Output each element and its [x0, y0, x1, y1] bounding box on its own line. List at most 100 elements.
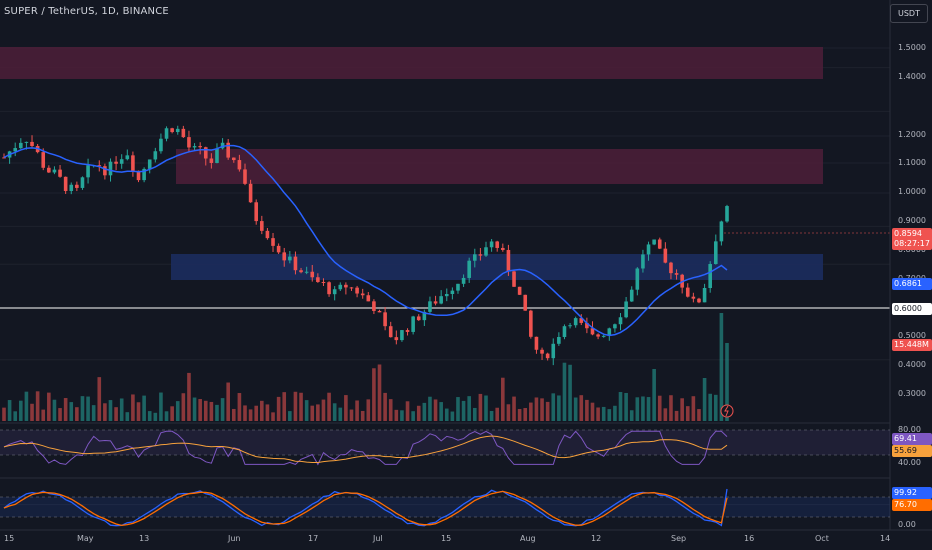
candle-body — [585, 322, 589, 329]
currency-button[interactable]: USDT — [890, 4, 928, 23]
volume-bar — [142, 395, 146, 421]
candle-body — [108, 161, 113, 176]
candle-body — [534, 336, 539, 350]
candle-body — [80, 177, 85, 188]
candle-body — [400, 330, 404, 341]
candle-body — [344, 284, 348, 288]
volume-bar — [69, 402, 74, 421]
candle-body — [501, 247, 505, 250]
volume-bar — [349, 409, 354, 421]
candle-body — [41, 152, 46, 168]
candle-body — [86, 165, 90, 178]
candle-body — [568, 325, 572, 327]
volume-bar — [472, 407, 477, 421]
candle-body — [691, 296, 696, 299]
volume-bar — [713, 394, 718, 421]
candle-body — [388, 326, 393, 338]
candle-body — [293, 256, 298, 271]
volume-bar — [596, 407, 600, 421]
volume-bar — [52, 399, 57, 421]
candle-body — [349, 287, 354, 289]
time-label: 17 — [308, 534, 319, 543]
candle-body — [147, 159, 152, 169]
candle-body — [422, 311, 427, 321]
candle-body — [366, 295, 371, 302]
candle-body — [601, 335, 606, 337]
volume-bar — [97, 377, 102, 421]
candle-body — [164, 128, 169, 139]
candle-body — [394, 337, 399, 341]
time-label: 15 — [4, 534, 15, 543]
rsi-ma-badge: 55.69 — [892, 445, 932, 457]
symbol-title[interactable]: SUPER / TetherUS, 1D, BINANCE — [4, 6, 169, 17]
volume-bar — [108, 400, 113, 421]
candle-body — [136, 170, 141, 181]
candle-body — [372, 301, 376, 311]
stoch-tick-0: 0.00 — [898, 520, 916, 529]
volume-bar — [484, 395, 488, 421]
volume-bar — [220, 398, 225, 421]
stoch-d-badge: 76.70 — [892, 499, 932, 511]
volume-bar — [719, 313, 724, 421]
candle-body — [63, 176, 68, 192]
candle-body — [254, 202, 259, 222]
candle-body — [450, 290, 455, 294]
price-tick: 0.9000 — [898, 216, 926, 225]
candle-body — [316, 277, 320, 282]
price-tick: 0.5000 — [898, 331, 926, 340]
candle-body — [142, 168, 146, 181]
volume-bar — [428, 396, 432, 421]
moving-average-line — [3, 144, 728, 337]
volume-bar — [327, 392, 331, 421]
candle-body — [13, 148, 18, 152]
price-tick: 1.0000 — [898, 187, 926, 196]
candle-body — [276, 245, 281, 253]
candle-body — [288, 256, 292, 261]
last-price-value: 0.8594 — [894, 229, 922, 238]
volume-bar — [467, 396, 471, 421]
supply-zone-top — [0, 47, 823, 79]
volume-bar — [501, 377, 505, 421]
volume-bar — [131, 394, 135, 421]
price-tick: 0.3000 — [898, 389, 926, 398]
time-label: 12 — [591, 534, 602, 543]
volume-bar — [344, 395, 348, 421]
volume-bar — [254, 405, 259, 421]
candle-body — [103, 166, 107, 176]
candle-body — [304, 271, 309, 273]
time-label: May — [77, 534, 94, 543]
volume-bar — [338, 407, 343, 421]
volume-bar — [125, 412, 130, 421]
volume-bar — [41, 409, 46, 421]
candle-body — [456, 283, 460, 291]
time-label: Sep — [671, 534, 687, 543]
rsi-tick-80: 80.00 — [898, 425, 921, 434]
volume-bar — [192, 397, 197, 421]
volume-bar — [265, 404, 270, 421]
volume-bar — [237, 393, 242, 421]
volume-bar — [316, 404, 320, 421]
demand-zone — [171, 254, 823, 280]
candle-body — [635, 268, 640, 290]
candle-body — [260, 221, 264, 231]
candle-body — [562, 326, 567, 337]
volume-bar — [2, 407, 6, 421]
candle-body — [310, 271, 315, 278]
candle-body — [579, 318, 584, 323]
bar-countdown: 08:27:17 — [894, 239, 930, 248]
volume-bar — [680, 398, 684, 421]
volume-bar — [669, 395, 673, 421]
candle-body — [478, 254, 483, 256]
volume-bar — [585, 399, 589, 421]
candle-body — [607, 328, 612, 336]
volume-bar — [35, 391, 40, 421]
candle-body — [428, 301, 432, 312]
candle-body — [618, 317, 623, 325]
candle-body — [226, 142, 230, 158]
volume-bar — [506, 404, 511, 421]
volume-bar — [523, 408, 528, 421]
volume-bar — [19, 400, 23, 421]
price-tick: 0.4000 — [898, 360, 926, 369]
candle-body — [355, 287, 359, 294]
